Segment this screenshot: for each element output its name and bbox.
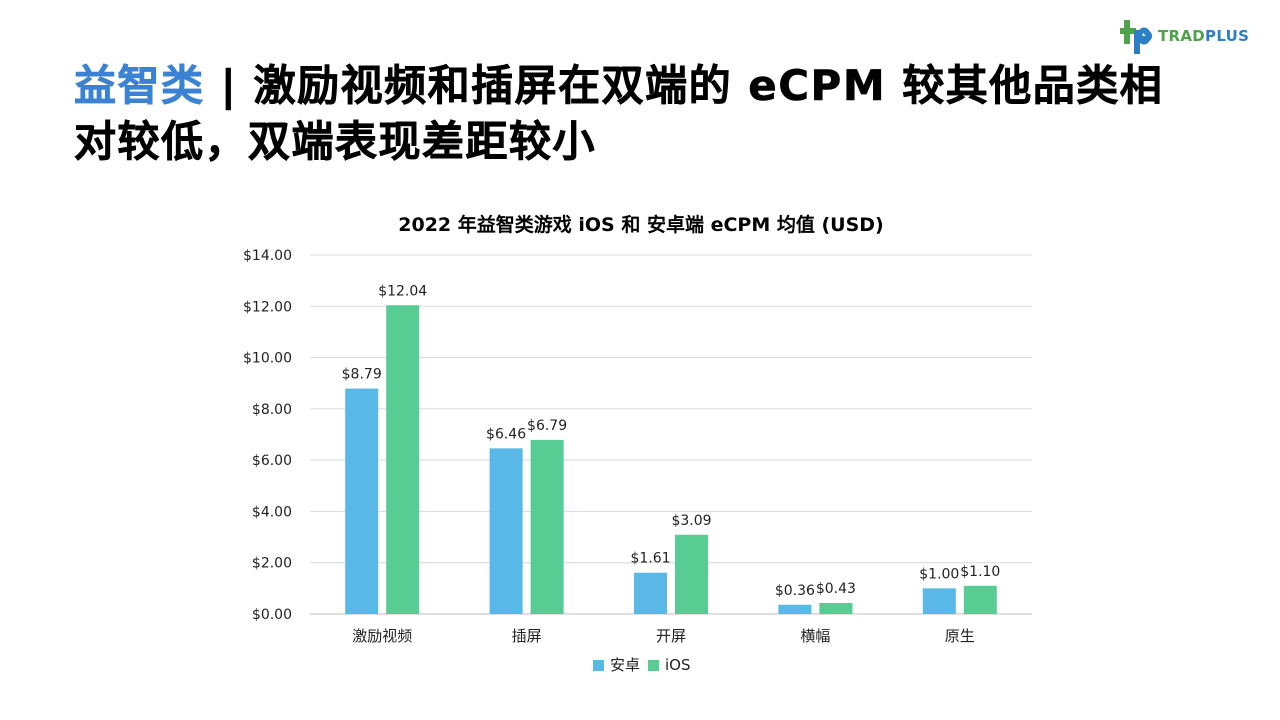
chart-title: 2022 年益智类游戏 iOS 和 安卓端 eCPM 均值 (USD) (398, 213, 883, 236)
bar-chart: 2022 年益智类游戏 iOS 和 安卓端 eCPM 均值 (USD) $0.00… (243, 213, 1032, 674)
logo-text-trad: TRAD (1158, 27, 1206, 45)
data-label: $0.36 (775, 583, 815, 599)
bar-android (489, 448, 523, 614)
bar-android (778, 604, 812, 614)
bar-ios (675, 534, 708, 614)
bar-android (922, 588, 956, 614)
slide-title: 益智类 | 激励视频和插屏在双端的 eCPM 较其他品类相对较低，双端表现差距较… (74, 58, 1174, 170)
tradplus-logo-icon (1120, 20, 1152, 54)
slide-title-separator: | (204, 61, 254, 111)
y-tick-label: $0.00 (252, 607, 292, 623)
data-label: $6.79 (527, 418, 567, 434)
y-tick-label: $4.00 (252, 504, 292, 520)
legend-swatch (648, 660, 659, 671)
x-tick-label: 原生 (945, 627, 975, 645)
data-label: $1.00 (919, 566, 959, 582)
bar-ios (530, 439, 564, 614)
bar-android (345, 388, 379, 614)
y-tick-label: $12.00 (243, 299, 292, 315)
y-tick-label: $10.00 (243, 351, 292, 367)
data-label: $12.04 (378, 283, 427, 299)
y-tick-label: $14.00 (243, 248, 292, 264)
legend-label: 安卓 (610, 656, 640, 674)
bar-ios (386, 305, 420, 614)
x-tick-label: 开屏 (656, 627, 686, 645)
bar-ios (819, 602, 853, 614)
data-label: $3.09 (671, 513, 711, 529)
legend-label: iOS (665, 656, 691, 674)
bar-android (634, 572, 667, 614)
slide-title-accent: 益智类 (74, 61, 205, 111)
slide-title-rest: 激励视频和插屏在双端的 eCPM 较其他品类相对较低，双端表现差距较小 (74, 61, 1164, 167)
y-tick-label: $6.00 (252, 453, 292, 469)
x-tick-label: 激励视频 (352, 627, 412, 645)
logo-text-plus: PLUS (1205, 27, 1250, 45)
y-tick-label: $2.00 (252, 556, 292, 572)
chart-container: 2022 年益智类游戏 iOS 和 安卓端 eCPM 均值 (USD) $0.00… (220, 200, 1060, 700)
legend-swatch (593, 660, 604, 671)
x-tick-label: 插屏 (512, 627, 542, 645)
bar-ios (963, 585, 997, 614)
data-label: $1.61 (630, 551, 670, 567)
y-tick-label: $8.00 (252, 402, 292, 418)
brand-logo: TRADPLUS (1120, 18, 1260, 56)
data-label: $8.79 (342, 367, 382, 383)
data-label: $0.43 (816, 581, 856, 597)
data-label: $6.46 (486, 426, 526, 442)
x-tick-label: 横幅 (800, 627, 830, 645)
data-label: $1.10 (960, 564, 1000, 580)
logo-wordmark: TRADPLUS (1158, 27, 1249, 45)
